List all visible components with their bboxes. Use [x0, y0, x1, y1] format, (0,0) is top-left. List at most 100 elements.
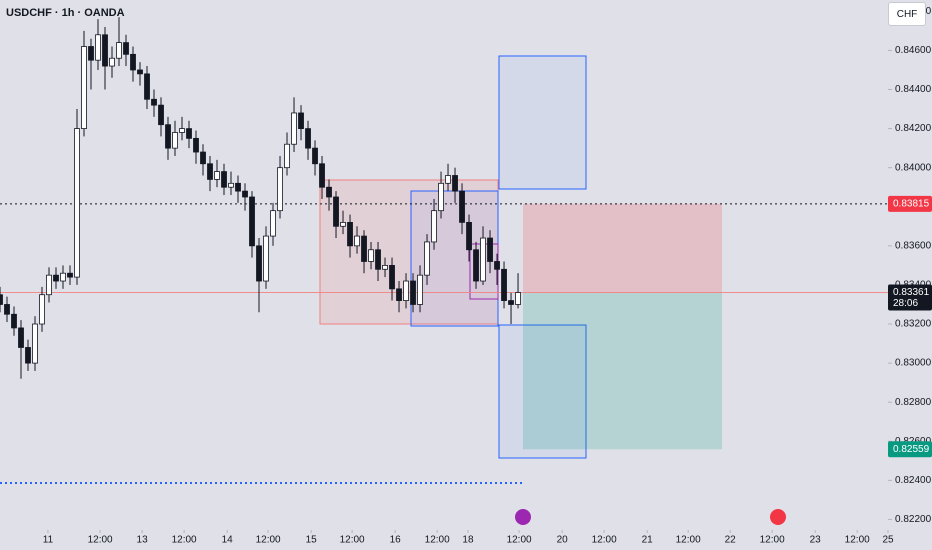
candle-body [417, 274, 423, 305]
candle-body [25, 347, 31, 364]
candle-body [431, 210, 437, 243]
candle-body [277, 167, 283, 212]
x-tick-label: 18 [462, 535, 474, 546]
candle-body [11, 313, 17, 329]
range-box [498, 55, 587, 190]
candle-body [452, 175, 458, 192]
y-tick-label: 0.82800 [895, 397, 932, 408]
x-tick-label: 12:00 [507, 535, 532, 546]
x-tick-label: 13 [137, 535, 149, 546]
candle-body [347, 221, 353, 247]
y-tick-label: 0.84000 [895, 162, 932, 173]
stop-zone [523, 203, 722, 293]
candle-body [151, 98, 157, 106]
candle-body [158, 104, 164, 126]
candle-body [88, 46, 94, 61]
candle-body [228, 182, 234, 188]
candle-body [424, 241, 430, 276]
candle-body [403, 280, 409, 301]
candle-body [32, 323, 38, 364]
candle-body [270, 210, 276, 237]
x-tick-label: 12:00 [256, 535, 281, 546]
candle-body [137, 69, 143, 75]
x-tick-label: 12:00 [172, 535, 197, 546]
event-icon[interactable] [515, 509, 531, 525]
range-box [498, 324, 587, 459]
candle-body [291, 112, 297, 145]
candle-body [39, 294, 45, 325]
candle-body [116, 42, 122, 59]
candle-body [74, 128, 80, 278]
candle-body [284, 143, 290, 169]
candle-body [480, 237, 486, 282]
candle-body [207, 163, 213, 180]
candle-body [179, 128, 185, 133]
candle-body [305, 128, 311, 149]
price-label-bg [888, 195, 932, 212]
candle-body [445, 175, 451, 184]
y-tick-label: 0.84400 [895, 84, 932, 95]
price-label: 0.82559 [893, 444, 930, 455]
candle-body [501, 268, 507, 301]
candle-body [368, 249, 374, 262]
candle-body [200, 151, 206, 165]
price-label-bg [888, 284, 932, 311]
y-tick-label: 0.82200 [895, 514, 932, 525]
candle-body [18, 327, 24, 348]
y-tick-label: 0.83000 [895, 358, 932, 369]
candle-body [382, 264, 388, 270]
candle-body [242, 190, 248, 198]
event-icon[interactable] [770, 509, 786, 525]
candle-body [46, 274, 52, 296]
candle-body [186, 128, 192, 139]
candle-body [102, 34, 108, 67]
y-tick-label: 0.83200 [895, 319, 932, 330]
x-tick-label: 25 [882, 535, 894, 546]
x-tick-label: 15 [306, 535, 318, 546]
countdown: 28:06 [893, 298, 918, 309]
candle-body [81, 46, 87, 129]
x-tick-label: 22 [725, 535, 737, 546]
y-tick-label: 0.84600 [895, 45, 932, 56]
x-tick-label: 12:00 [676, 535, 701, 546]
candle-body [193, 137, 199, 153]
x-tick-label: 11 [43, 535, 54, 546]
x-tick-label: 12:00 [845, 535, 870, 546]
candle-body [340, 221, 346, 227]
candle-body [515, 292, 521, 305]
candle-body [214, 171, 220, 180]
price-label: 0.83815 [893, 198, 930, 209]
candle-body [410, 280, 416, 305]
candle-body [4, 304, 10, 315]
candle-body [466, 221, 472, 251]
x-tick-label: 16 [390, 535, 402, 546]
candle-body [123, 42, 129, 55]
y-tick-label: 0.82400 [895, 475, 932, 486]
candle-body [326, 186, 332, 198]
candle-body [459, 190, 465, 223]
candle-body [354, 235, 360, 247]
price-label-bg [888, 441, 932, 458]
currency-button[interactable]: CHF [888, 2, 926, 26]
candle-body [263, 235, 269, 282]
candle-body [256, 245, 262, 282]
candle-body [95, 34, 101, 61]
x-tick-label: 12:00 [88, 535, 113, 546]
candle-body [249, 196, 255, 247]
candle-body [333, 196, 339, 227]
x-tick-label: 14 [222, 535, 234, 546]
candle-body [487, 237, 493, 262]
candle-body [508, 300, 514, 305]
candle-body [389, 264, 395, 290]
x-tick-label: 21 [642, 535, 654, 546]
candle-body [130, 53, 136, 71]
x-tick-label: 20 [557, 535, 569, 546]
candle-body [165, 124, 171, 149]
candle-body [396, 288, 402, 301]
target-zone [523, 292, 722, 450]
price-label: 0.83361 [893, 287, 930, 298]
drawings [0, 55, 786, 525]
